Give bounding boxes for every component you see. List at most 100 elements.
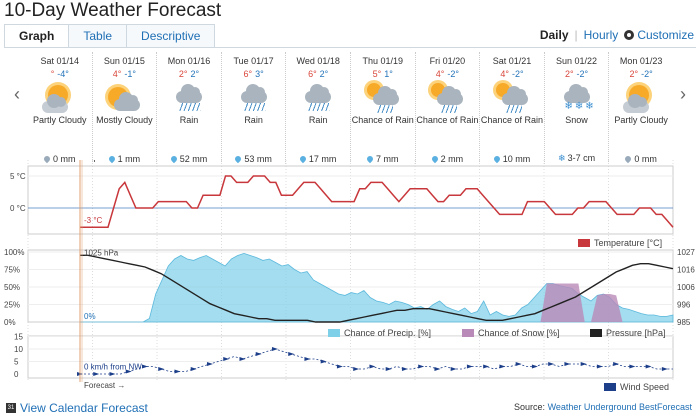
wind-arrow-icon [661,367,668,371]
wind-arrow-icon [515,362,522,366]
prev-arrow-icon[interactable]: ‹ [14,84,20,104]
now-label: 8 pm [86,160,106,162]
next-arrow-icon[interactable]: › [680,84,686,104]
wind-arrow-icon [645,364,652,369]
day-temps: 6° 2° [286,69,350,79]
precip-amount: 53 mm [222,154,286,164]
cloud-icon [41,94,68,113]
source-credit: Source: Weather Underground BestForecast [514,402,692,412]
mode-switch: Daily | Hourly Customize [540,28,694,42]
weather-icon [104,81,144,115]
gear-icon [624,30,635,40]
cloud-icon [563,84,590,103]
condition-label: Chance of Rain [480,115,543,125]
source-link[interactable]: Weather Underground BestForecast [547,402,692,412]
wind-legend-swatch [604,383,616,391]
low-temp: 1° [384,69,393,79]
snowflake-icon: ❄ [558,153,566,163]
condition-label: Chance of Rain [416,115,479,125]
precip-amount: ❄ 3-7 cm [545,153,609,164]
temp-panel [27,165,674,235]
tab-table[interactable]: Table [69,24,128,48]
cloud-icon [437,86,464,105]
rain-icon [308,103,331,111]
temperature-legend: Temperature [°C] [594,238,662,248]
weather-icon [40,81,80,115]
wind-arrow-icon [271,347,278,351]
low-temp: -2° [576,69,589,79]
snow-legend-swatch [462,329,474,337]
customize-label: Customize [637,28,694,42]
day-name: Sat 01/21 [492,56,532,66]
wind-arrow-icon [93,372,100,376]
pressure-tick: 1006 [677,283,695,292]
precip-value: 0 mm [53,154,76,164]
daily-toggle[interactable]: Daily [539,28,569,42]
condition-label: Rain [244,115,263,125]
high-temp: 5° [372,69,382,79]
low-temp: -2° [511,69,524,79]
pressure-tick: 996 [677,301,691,310]
condition-label: Partly Cloudy [33,115,87,125]
precip-amount: 0 mm [28,154,92,164]
day-temps: 2° 2° [157,69,221,79]
snowflake-icon: ❄❄❄ [564,101,596,112]
hourly-toggle[interactable]: Hourly [583,28,619,42]
pressure-tick: 985 [677,318,691,327]
wind-arrow-icon [401,367,408,371]
wind-arrow-icon [596,364,603,369]
low-temp: 3° [255,69,264,79]
wind-panel [27,335,674,379]
day-name: Thu 01/19 [362,56,404,66]
high-temp: ° [50,69,55,79]
precip-tick: 25% [4,301,20,310]
calendar-forecast-link[interactable]: 31 View Calendar Forecast [6,401,148,415]
temperature-line [80,175,674,228]
weather-icon [492,81,532,115]
precip-amount: 17 mm [286,154,350,164]
day-temps: 4° -2° [416,69,480,79]
source-prefix: Source: [514,402,546,412]
temp-tick: 5 °C [10,172,26,181]
day-column: Thu 01/19 5° 1° Chance of Rain 7 mm [351,52,416,164]
tab-descriptive[interactable]: Descriptive [127,24,216,48]
view-tabs: Graph Table Descriptive [4,24,216,48]
day-temps: 4° -2° [480,69,544,79]
customize-button[interactable]: Customize [624,28,694,42]
precip-legend: Chance of Precip. [%] [344,328,431,338]
high-temp: 2° [564,69,574,79]
day-name: Wed 01/18 [296,56,340,66]
precip-value: 3-7 cm [567,153,596,163]
cloud-icon [623,94,650,113]
weather-icon [298,81,338,115]
wind-arrow-icon [125,369,132,374]
pressure-line [80,254,674,323]
wind-arrow-icon [548,362,555,366]
wind-arrow-icon [255,352,262,356]
wind-arrow-icon [418,364,425,369]
forecast-chart: 5 °C0 °C-3 °C100%75%50%25%0%102710161006… [4,160,695,392]
day-column: Wed 01/18 6° 2° Rain 17 mm [286,52,351,164]
high-temp: 2° [629,69,639,79]
day-temps: 2° -2° [609,69,673,79]
precip-tick: 100% [4,248,24,257]
wind-tick: 10 [14,345,23,354]
precip-tick: 75% [4,266,20,275]
high-temp: 2° [178,69,188,79]
cloud-icon [305,84,332,103]
wind-arrow-icon [385,367,392,371]
rain-icon [243,103,266,111]
precip-amount: 0 mm [609,154,673,164]
snow-area [80,283,673,322]
precip-amount: 52 mm [157,154,221,164]
wind-arrow-icon [466,364,473,369]
precip-amount: 1 mm [93,154,157,164]
wind-tick: 0 [14,370,19,379]
precip-legend-swatch [328,329,340,337]
page-title: 10-Day Weather Forecast [4,0,222,21]
rain-icon [178,103,201,111]
condition-label: Partly Cloudy [614,115,668,125]
wind-current-label: 0 km/h from NW [84,363,142,372]
tab-graph[interactable]: Graph [4,24,70,48]
weather-icon: ❄❄❄ [557,81,597,115]
